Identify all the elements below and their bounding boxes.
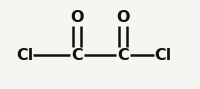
- Text: C: C: [71, 48, 83, 63]
- Text: C: C: [117, 48, 129, 63]
- Text: O: O: [70, 10, 84, 25]
- Text: O: O: [116, 10, 130, 25]
- Text: Cl: Cl: [154, 48, 171, 63]
- Text: Cl: Cl: [16, 48, 33, 63]
